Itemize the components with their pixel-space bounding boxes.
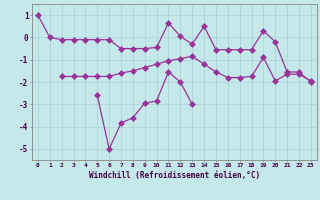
X-axis label: Windchill (Refroidissement éolien,°C): Windchill (Refroidissement éolien,°C) <box>89 171 260 180</box>
